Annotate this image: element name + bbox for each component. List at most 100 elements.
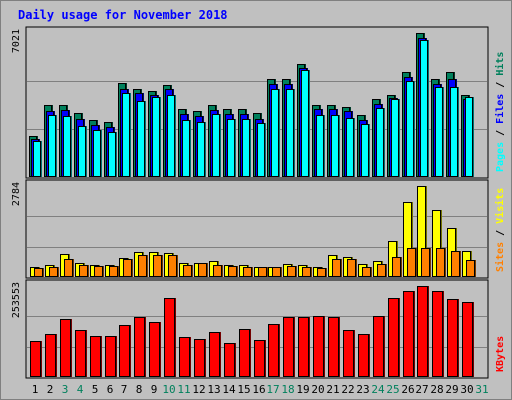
bar-pages-day-25 xyxy=(391,99,399,177)
legend-entry: / xyxy=(495,124,506,142)
day-label-19: 19 xyxy=(296,383,309,396)
bar-kbytes-day-17 xyxy=(268,324,279,377)
panel-hits: 7021 Pages / Files / Hits xyxy=(11,26,506,179)
bar-pages-day-3 xyxy=(63,116,71,177)
day-label-26: 26 xyxy=(401,383,414,396)
day-label-14: 14 xyxy=(222,383,236,396)
panel-kbytes-box xyxy=(25,279,489,379)
day-label-31: 31 xyxy=(475,383,488,396)
bar-pages-day-29 xyxy=(450,87,458,177)
bar-kbytes-day-26 xyxy=(403,291,414,377)
series-pages xyxy=(33,40,474,177)
bar-kbytes-day-8 xyxy=(134,317,145,377)
bar-sites-day-10 xyxy=(168,255,177,277)
day-label-25: 25 xyxy=(386,383,399,396)
day-label-24: 24 xyxy=(371,383,385,396)
day-label-6: 6 xyxy=(107,383,114,396)
bar-pages-day-23 xyxy=(361,124,369,177)
bar-sites-day-30 xyxy=(466,260,475,277)
bar-pages-day-12 xyxy=(197,122,205,177)
panel-visits-legend: Sites / Visits xyxy=(494,188,506,272)
x-axis-day-labels: 1 2 3 4 5 6 7 8 9 10 11 12 13 14 15 16 17 18 19 20 21 22 23 24 2… xyxy=(32,383,489,396)
day-label-16: 16 xyxy=(252,383,265,396)
bar-kbytes-day-1 xyxy=(30,341,41,377)
bar-pages-day-24 xyxy=(376,108,384,177)
chart-panels: 7021 Pages / Files / Hits 2784 Sites / Visi… xyxy=(11,26,506,379)
bar-sites-day-18 xyxy=(287,266,296,277)
day-label-3: 3 xyxy=(62,383,69,396)
bar-sites-day-22 xyxy=(347,259,356,277)
bar-pages-day-1 xyxy=(33,141,41,177)
day-label-28: 28 xyxy=(430,383,443,396)
bar-pages-day-7 xyxy=(122,93,130,177)
bar-pages-day-20 xyxy=(316,115,324,177)
bar-sites-day-14 xyxy=(228,266,237,277)
panel-kbytes-legend: KBytes xyxy=(495,336,506,372)
bar-pages-day-9 xyxy=(152,97,160,177)
bar-kbytes-day-4 xyxy=(75,330,86,377)
legend-entry: KBytes xyxy=(495,336,506,372)
bar-kbytes-day-12 xyxy=(194,339,205,377)
bar-sites-day-23 xyxy=(362,267,371,277)
bar-sites-day-26 xyxy=(407,248,416,277)
bar-kbytes-day-19 xyxy=(298,317,309,377)
bar-sites-day-25 xyxy=(392,257,401,277)
day-label-7: 7 xyxy=(121,383,128,396)
series-visits xyxy=(30,186,472,277)
legend-entry: / xyxy=(495,224,506,242)
day-label-21: 21 xyxy=(326,383,339,396)
day-label-29: 29 xyxy=(445,383,458,396)
bar-sites-day-15 xyxy=(243,267,252,277)
bar-sites-day-19 xyxy=(302,267,311,277)
bar-kbytes-day-15 xyxy=(239,329,250,377)
bar-sites-day-28 xyxy=(436,248,445,277)
bar-kbytes-day-9 xyxy=(149,322,160,377)
bar-pages-day-27 xyxy=(420,40,428,177)
day-label-18: 18 xyxy=(281,383,294,396)
day-label-13: 13 xyxy=(207,383,220,396)
bar-pages-day-14 xyxy=(227,119,235,177)
bar-pages-day-18 xyxy=(286,89,294,177)
legend-entry: Files xyxy=(494,94,506,124)
bar-sites-day-9 xyxy=(153,255,162,277)
bar-pages-day-19 xyxy=(301,70,309,177)
panel-hits-box xyxy=(25,26,489,179)
bar-sites-day-13 xyxy=(213,265,222,277)
bar-kbytes-day-20 xyxy=(313,316,324,377)
bar-pages-day-11 xyxy=(182,120,190,177)
legend-entry: Visits xyxy=(494,188,506,224)
bar-sites-day-12 xyxy=(198,263,207,277)
bar-sites-day-2 xyxy=(49,267,58,277)
bar-kbytes-day-27 xyxy=(417,286,428,377)
bar-kbytes-day-22 xyxy=(343,330,354,377)
bar-sites-day-20 xyxy=(317,268,326,277)
bar-pages-day-17 xyxy=(271,89,279,177)
bar-kbytes-day-28 xyxy=(432,291,443,377)
bar-pages-day-28 xyxy=(435,87,443,177)
day-label-1: 1 xyxy=(32,383,39,396)
bar-pages-day-26 xyxy=(406,81,414,177)
bar-kbytes-day-21 xyxy=(328,317,339,377)
bar-kbytes-day-16 xyxy=(254,340,265,377)
legend-entry: Sites xyxy=(494,242,506,272)
bar-kbytes-day-2 xyxy=(45,334,56,377)
bar-kbytes-day-10 xyxy=(164,298,175,377)
bar-sites-day-16 xyxy=(258,267,267,277)
bar-kbytes-day-11 xyxy=(179,337,190,377)
bar-kbytes-day-13 xyxy=(209,332,220,377)
panel-kbytes: 253553 KBytes xyxy=(11,279,506,379)
bar-kbytes-day-5 xyxy=(90,336,101,377)
day-label-23: 23 xyxy=(356,383,369,396)
bar-kbytes-day-29 xyxy=(447,299,458,377)
day-label-10: 10 xyxy=(162,383,175,396)
bar-pages-day-21 xyxy=(331,115,339,177)
bar-kbytes-day-24 xyxy=(373,316,384,377)
day-label-9: 9 xyxy=(151,383,158,396)
bar-kbytes-day-7 xyxy=(119,325,130,377)
chart-title: Daily usage for November 2018 xyxy=(18,8,228,22)
panel-hits-legend: Pages / Files / Hits xyxy=(494,52,506,172)
bar-pages-day-10 xyxy=(167,95,175,177)
bar-pages-day-5 xyxy=(93,130,101,177)
day-label-11: 11 xyxy=(177,383,190,396)
